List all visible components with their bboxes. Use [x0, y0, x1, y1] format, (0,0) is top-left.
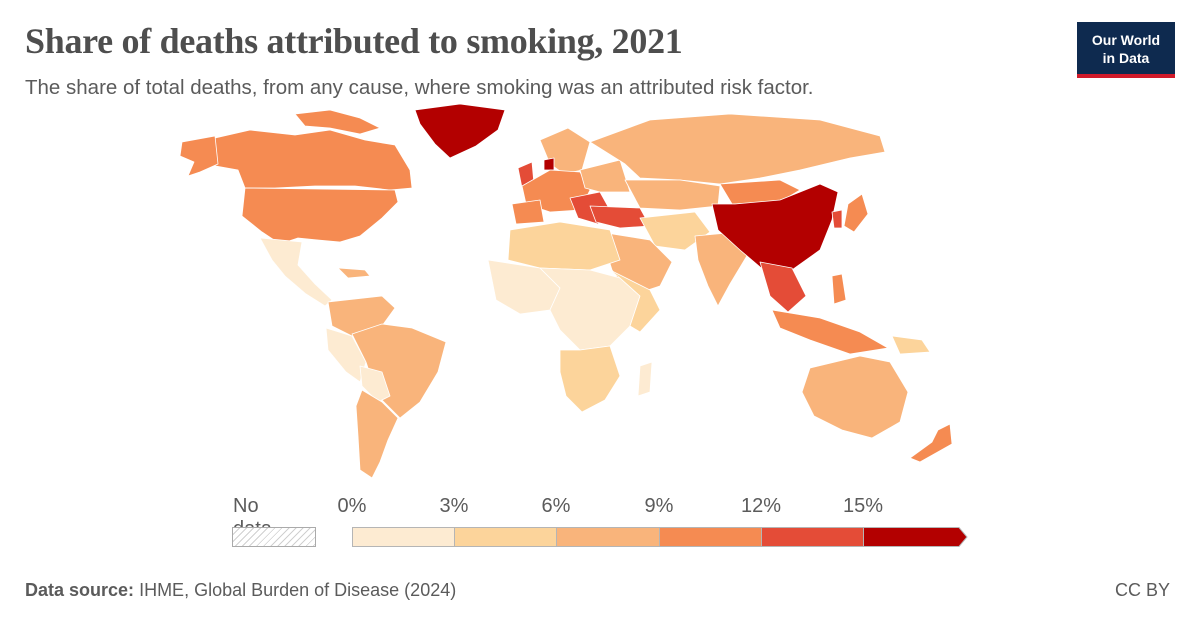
- page-title: Share of deaths attributed to smoking, 2…: [25, 21, 683, 61]
- map-region-indochina: [759, 261, 807, 313]
- map-region-iberia: [511, 199, 545, 225]
- map-region-southern-africa: [559, 345, 621, 413]
- map-region-canada: [209, 129, 413, 191]
- map-region-kazakhstan: [624, 179, 721, 211]
- legend-tick: 0%: [337, 495, 367, 517]
- legend-bin[interactable]: [454, 527, 557, 547]
- legend-bin[interactable]: [556, 527, 660, 547]
- map-region-korea: [831, 209, 843, 229]
- data-source-text[interactable]: IHME, Global Burden of Disease (2024): [139, 580, 457, 600]
- map-region-eastern-europe: [579, 159, 631, 193]
- owid-logo[interactable]: Our World in Data: [1077, 22, 1175, 78]
- map-region-philippines: [831, 273, 847, 305]
- data-source-label: Data source:: [25, 580, 135, 600]
- map-region-png: [891, 335, 931, 355]
- map-region-north-africa: [507, 221, 621, 271]
- map-region-greenland: [414, 103, 506, 159]
- no-data-swatch: [232, 527, 316, 547]
- map-region-australia: [801, 355, 909, 439]
- map-region-new-zealand: [909, 423, 953, 463]
- map-region-mexico: [259, 237, 333, 307]
- map-region-bolivia-paraguay: [359, 365, 391, 403]
- legend-tick: 3%: [439, 495, 469, 517]
- legend-tick: 15%: [842, 495, 884, 517]
- legend-bin[interactable]: [659, 527, 762, 547]
- map-region-japan: [843, 193, 869, 233]
- page-subtitle: The share of total deaths, from any caus…: [25, 76, 814, 99]
- map-region-arctic-islands: [294, 109, 381, 135]
- world-map: [179, 103, 953, 479]
- map-region-usa: [241, 187, 399, 245]
- legend-tick: 9%: [644, 495, 674, 517]
- logo-line-2: in Data: [1102, 50, 1150, 66]
- legend-tick: 12%: [740, 495, 782, 517]
- map-region-alaska: [179, 135, 219, 177]
- map-region-turkey-caucasus: [589, 205, 651, 229]
- legend-tick: 6%: [541, 495, 571, 517]
- map-region-russia: [589, 113, 886, 185]
- license[interactable]: CC BY: [1114, 580, 1170, 600]
- map-region-china: [711, 183, 839, 273]
- map-region-peru-ecuador: [325, 327, 367, 383]
- legend-bin[interactable]: [352, 527, 455, 547]
- map-region-arabia: [599, 231, 673, 297]
- map-region-caribbean: [337, 267, 371, 279]
- data-source: Data source: IHME, Global Burden of Dise…: [25, 580, 456, 601]
- map-region-argentina-chile: [355, 389, 399, 479]
- legend-bin-open-ended[interactable]: [863, 527, 969, 547]
- map-region-madagascar: [637, 361, 653, 397]
- map-region-east-africa: [609, 269, 661, 333]
- map-region-malaysia-indonesia: [771, 309, 889, 355]
- legend-bin-arrow: [863, 527, 968, 547]
- map-region-denmark: [543, 157, 555, 171]
- logo-line-1: Our World: [1091, 32, 1161, 48]
- legend-bin[interactable]: [761, 527, 864, 547]
